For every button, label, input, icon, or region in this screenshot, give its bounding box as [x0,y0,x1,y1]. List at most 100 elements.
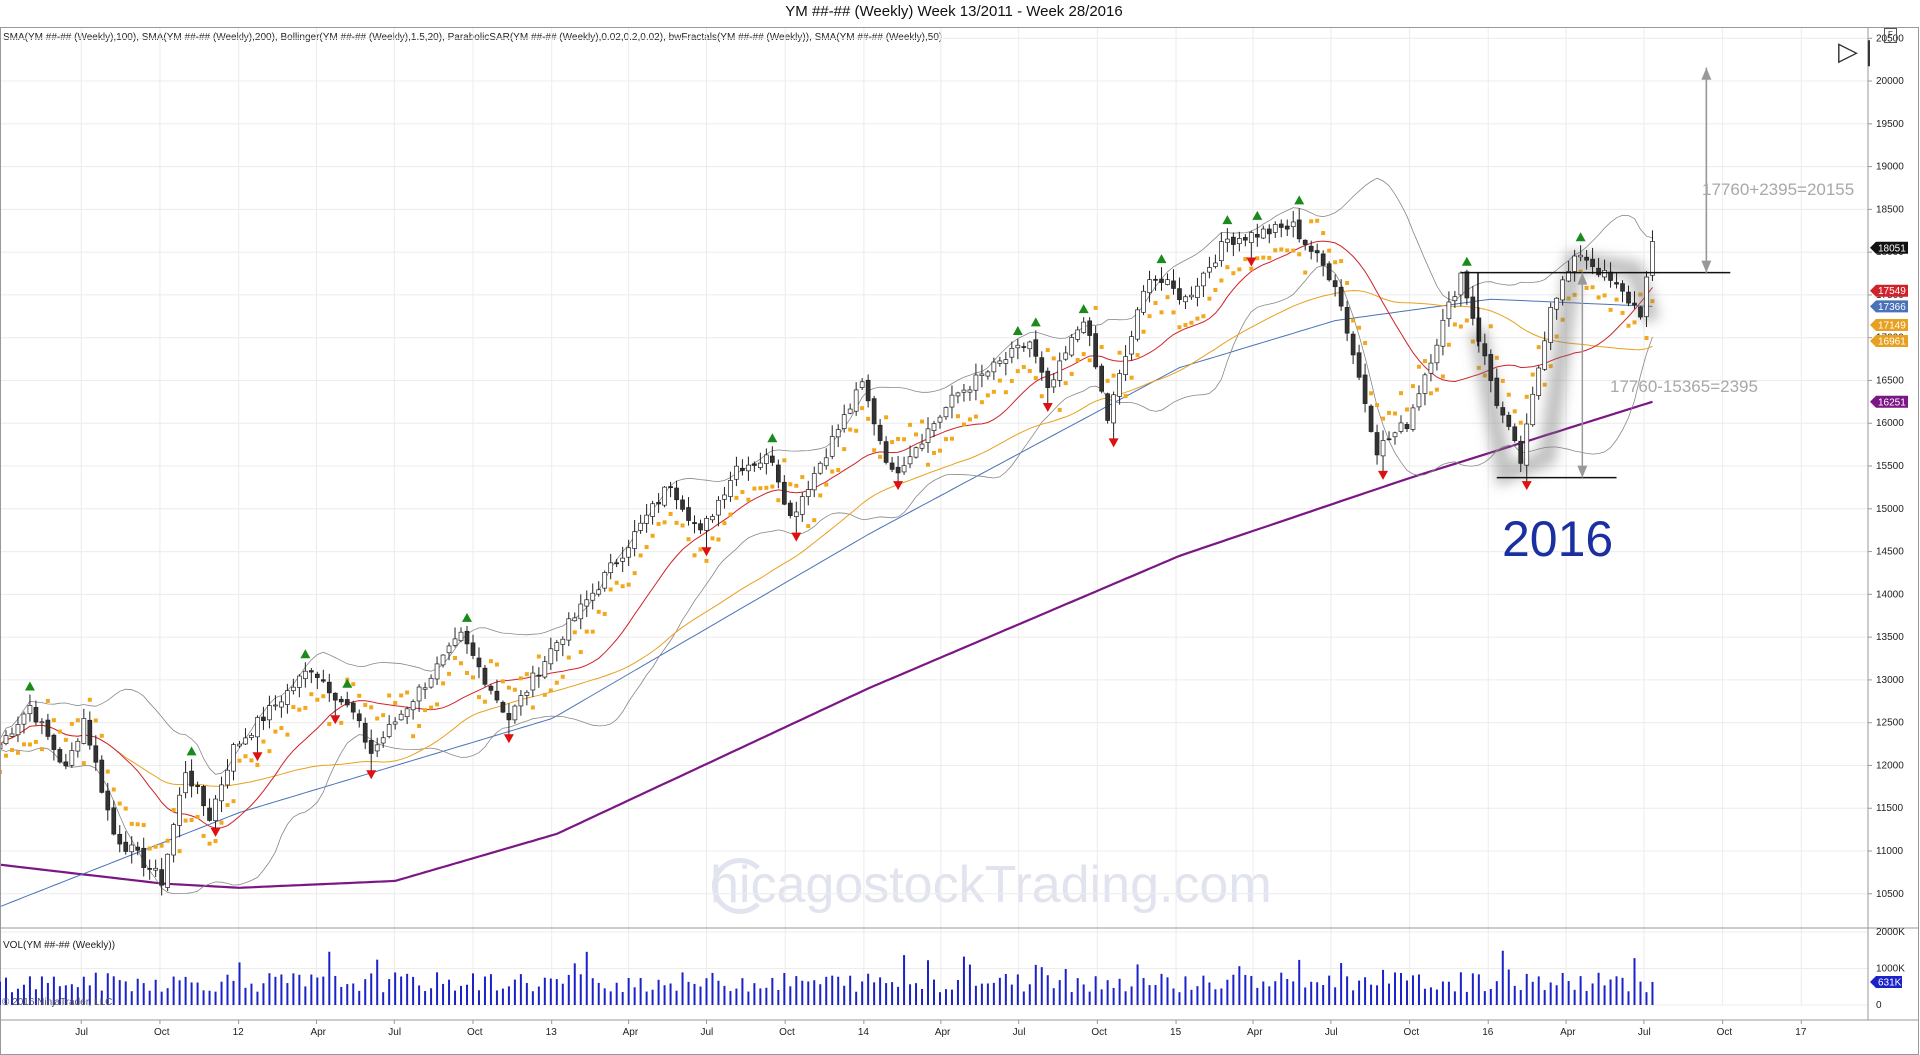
sar-dot [165,838,170,843]
sar-dot [1039,394,1044,399]
sar-dot [482,699,487,704]
sar-dot [1213,287,1218,292]
y-tick-label: 14000 [1876,589,1904,600]
sar-dot [1530,372,1535,377]
candle-body [314,673,320,678]
sar-dot [1506,392,1511,397]
sar-dot [1081,352,1086,357]
candle-body [344,699,350,706]
sar-dot [447,671,452,676]
candle-body [255,717,260,738]
sar-dot [51,718,56,723]
y-tick-label: 20500 [1876,33,1904,44]
y-tick-label: 15000 [1876,504,1904,515]
sar-dot [1297,252,1302,257]
sar-dot [1596,295,1601,300]
candle-body [668,486,673,489]
candle-body [243,737,248,745]
sar-dot [1243,257,1248,262]
sar-dot [183,818,188,823]
sar-dot [405,690,410,695]
sar-dot [872,448,877,453]
sar-dot [363,702,368,707]
sar-dot [1285,248,1290,253]
sar-dot [1387,410,1392,415]
candle-body [410,701,416,711]
sar-dot [369,705,374,710]
candle-body [560,638,566,645]
candle-body [350,702,356,713]
sar-dot [710,536,715,541]
candle-body [177,794,182,826]
candle-body [464,630,470,645]
candle-body [1470,296,1476,319]
volume-badge [1870,975,1902,988]
candle-body [1207,267,1212,273]
candle-body [1159,278,1164,283]
candle-body [907,456,913,465]
candle-body [111,807,117,835]
volume-badge-label: 631K [1878,977,1902,988]
sar-dot [548,688,553,693]
candle-body [1236,238,1242,245]
sar-dot [848,427,853,432]
sar-dot [476,695,481,700]
candle-body [1374,432,1380,456]
fractal-down-icon [252,752,263,762]
year-annotation: 2016 [1502,511,1614,567]
price-badge [1870,241,1908,254]
sar-dot [920,419,925,424]
candle-body [183,772,188,794]
sar-dot [1644,336,1649,341]
candle-body [997,360,1003,364]
candle-body [1362,374,1368,404]
sar-dot [740,490,745,495]
play-end-icon[interactable]: ▷❘ [1838,36,1880,66]
sar-dot [680,523,685,528]
sar-dot [716,537,721,542]
sar-dot [393,700,398,705]
candle-body [1404,424,1410,430]
document-icon[interactable]: F [1884,28,1897,43]
y-tick-label: 13000 [1876,675,1904,686]
x-tick-label: 15 [1170,1027,1182,1038]
candle-body [728,480,733,497]
candle-body [1602,269,1607,278]
fractal-down-icon [210,827,221,837]
fractal-up-icon [186,746,197,756]
sar-dot [1009,378,1014,383]
sar-dot [1428,391,1433,396]
target-annotation: 17760+2395=20155 [1702,180,1855,199]
candle-body [1458,272,1464,296]
y-tick-label: 19000 [1876,162,1904,173]
candle-body [63,761,69,767]
candle-body [440,654,446,666]
sar-dot [387,693,392,698]
candle-body [1027,341,1033,350]
sar-dot [1584,285,1589,290]
y-tick-label: 11500 [1876,803,1904,814]
sar-dot [3,753,8,758]
sar-dot [1524,394,1529,399]
sar-dot [626,582,631,587]
sar-dot [1195,316,1200,321]
fractal-down-icon [893,481,904,491]
candle-body [1494,377,1500,406]
candle-body [883,441,889,463]
x-tick-label: Apr [1560,1027,1576,1038]
highlight-shading [1469,250,1661,488]
copyright-text: © 2016 NinjaTrader, LLC [2,997,113,1008]
candle-body [787,502,793,517]
target-arrow-down-head-icon [1701,260,1712,273]
sar-dot [1111,373,1116,378]
shadow-stroke [1469,250,1661,488]
sar-dot [794,483,799,488]
y-tick-label: 13500 [1876,632,1904,643]
sar-dot [1033,376,1038,381]
candle-body [1572,255,1577,272]
sar-dot [812,518,817,523]
x-tick-label: Jul [1638,1027,1651,1038]
sar-dot [1315,218,1320,223]
candle-body [871,398,877,425]
